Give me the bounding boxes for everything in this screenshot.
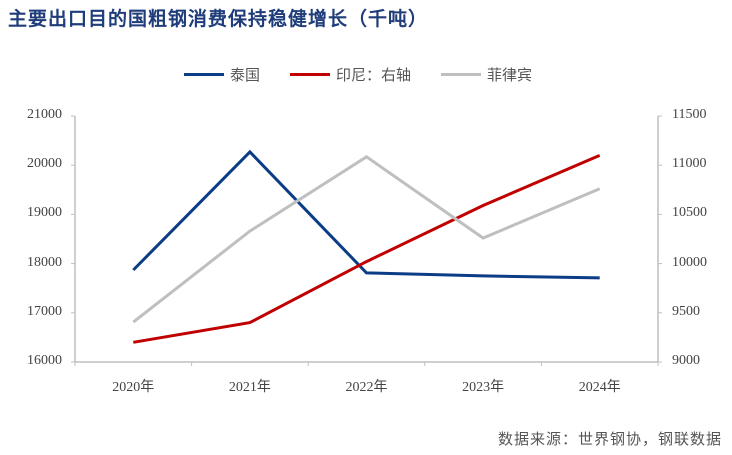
right-axis-tick-label: 9500 (672, 303, 700, 319)
legend-swatch-philippines (441, 73, 482, 76)
legend-label: 泰国 (230, 66, 261, 84)
right-axis-tick-label: 9000 (672, 353, 700, 368)
x-axis-tick-label: 2024年 (578, 380, 621, 395)
x-axis-tick-label: 2022年 (345, 380, 388, 395)
x-axis-tick-label: 2023年 (462, 380, 505, 395)
right-axis-tick-label: 10000 (672, 254, 707, 270)
source-note: 数据来源：世界钢协，钢联数据 (497, 430, 722, 448)
series-line (132, 149, 600, 280)
x-axis-tick-label: 2020年 (112, 380, 155, 395)
left-axis-tick-label: 21000 (27, 107, 62, 122)
series-line (133, 154, 601, 344)
legend-swatch-indonesia (290, 73, 331, 76)
legend-item-thailand: 泰国 (184, 64, 260, 85)
series-line (132, 154, 601, 324)
legend-swatch-thailand (184, 73, 224, 76)
right-axis-tick-label: 10500 (672, 205, 707, 221)
x-axis-tick-label: 2021年 (228, 380, 271, 395)
chart-title: 主要出口目的国粗钢消费保持稳健增长（千吨） (8, 8, 429, 30)
legend-label: 印尼：右轴 (336, 66, 412, 84)
left-axis-tick-label: 20000 (27, 156, 62, 172)
right-axis-tick-label: 11000 (672, 156, 707, 172)
right-axis-tick-label: 11500 (672, 107, 707, 122)
left-axis-tick-label: 19000 (27, 205, 62, 221)
left-axis-tick-label: 17000 (27, 303, 62, 319)
legend: 泰国 印尼：右轴 菲律宾 (184, 64, 562, 85)
legend-item-philippines: 菲律宾 (441, 64, 532, 85)
left-axis-tick-label: 16000 (27, 353, 62, 368)
legend-label: 菲律宾 (487, 66, 533, 84)
legend-item-indonesia: 印尼：右轴 (290, 64, 411, 85)
left-axis-tick-label: 18000 (27, 254, 62, 270)
